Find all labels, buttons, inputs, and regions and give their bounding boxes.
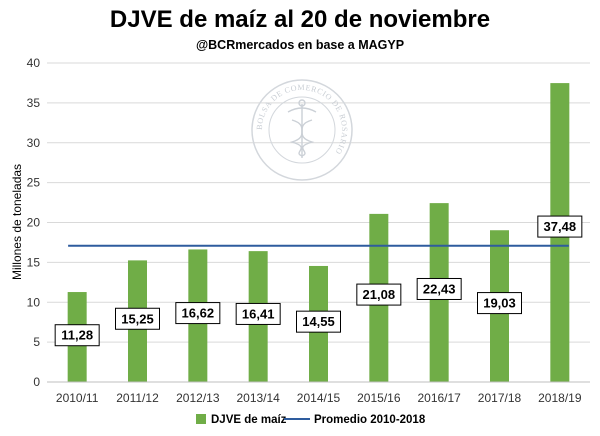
y-tick-label: 15: [27, 255, 41, 269]
data-label-text: 16,41: [242, 306, 275, 321]
data-label-box: [115, 307, 160, 330]
data-label: 15,25: [115, 307, 160, 330]
y-tick-label: 0: [33, 375, 40, 389]
legend-swatch-bars: [196, 414, 206, 424]
data-label-box: [235, 302, 281, 325]
data-label: 11,28: [54, 324, 100, 347]
y-tick-label: 25: [27, 176, 41, 190]
x-tick-label: 2017/18: [478, 391, 522, 405]
y-tick-label: 10: [27, 295, 41, 309]
data-label: 16,41: [235, 302, 281, 325]
x-tick-label: 2014/15: [297, 391, 341, 405]
data-labels: 11,28 15,25 16,62 16,41 14,55 21,08 22,43 19,03…: [54, 215, 583, 347]
legend-label-bars: DJVE de maíz: [211, 414, 287, 426]
data-label-box: [356, 283, 402, 306]
x-tick-label: 2010/11: [56, 391, 99, 405]
x-axis: 2010/11 2011/12 2012/13 2013/14 2014/15 2015/…: [56, 391, 582, 405]
y-tick-label: 40: [27, 56, 41, 70]
data-label: 37,48: [537, 215, 583, 238]
data-label-box: [477, 292, 522, 315]
x-tick-label: 2012/13: [176, 391, 220, 405]
data-label: 14,55: [296, 310, 341, 333]
y-tick-label: 20: [27, 216, 41, 230]
data-label-text: 37,48: [544, 219, 577, 234]
x-tick-label: 2016/17: [417, 391, 461, 405]
data-label-box: [296, 310, 341, 333]
data-label-text: 11,28: [61, 328, 93, 343]
chart-title: DJVE de maíz al 20 de noviembre: [110, 6, 490, 33]
y-tick-label: 5: [33, 335, 40, 349]
legend: DJVE de maíz Promedio 2010-2018: [196, 414, 426, 426]
data-label: 16,62: [175, 302, 221, 325]
data-label-text: 14,55: [302, 314, 335, 329]
data-label-text: 19,03: [483, 296, 516, 311]
legend-label-line: Promedio 2010-2018: [314, 414, 426, 426]
data-label-text: 16,62: [182, 306, 215, 321]
data-label: 21,08: [356, 283, 402, 306]
data-label: 19,03: [477, 292, 522, 315]
x-tick-label: 2013/14: [236, 391, 280, 405]
data-label-text: 22,43: [423, 281, 456, 296]
data-label-box: [537, 215, 583, 238]
data-label-text: 15,25: [121, 311, 154, 326]
y-tick-label: 35: [27, 96, 41, 110]
chart-subtitle: @BCRmercados en base a MAGYP: [196, 38, 404, 52]
data-label-box: [175, 302, 221, 325]
data-label-box: [416, 277, 462, 300]
seal-inner-ring: [268, 96, 336, 164]
x-tick-label: 2011/12: [116, 391, 159, 405]
data-label-box: [54, 324, 100, 347]
y-axis-label: Millones de toneladas: [10, 164, 24, 280]
x-tick-label: 2018/19: [538, 391, 582, 405]
caduceus-seal-icon: [287, 99, 317, 158]
x-tick-label: 2015/16: [357, 391, 401, 405]
y-axis: 0 5 10 15 20 25 30 35 40: [27, 56, 41, 389]
data-label: 22,43: [416, 277, 462, 300]
data-label-text: 21,08: [363, 287, 396, 302]
seal-outer-ring: [251, 79, 353, 181]
y-tick-label: 30: [27, 136, 41, 150]
